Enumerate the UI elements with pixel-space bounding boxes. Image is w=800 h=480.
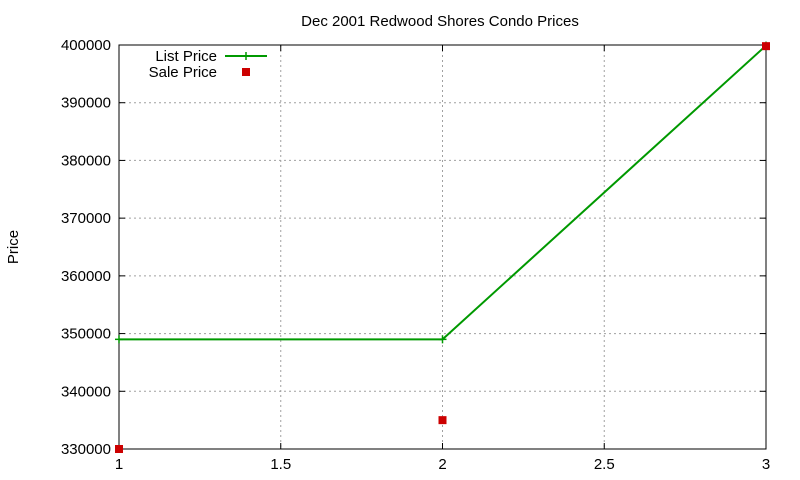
y-tick-label: 330000 bbox=[61, 441, 111, 458]
grid bbox=[118, 44, 767, 450]
sale-price-point bbox=[115, 445, 123, 453]
list-price-point bbox=[115, 335, 123, 344]
x-tick-label: 2 bbox=[438, 456, 446, 473]
y-tick-label: 340000 bbox=[61, 383, 111, 400]
y-tick-label: 370000 bbox=[61, 210, 111, 227]
y-tick-label: 360000 bbox=[61, 268, 111, 285]
legend-marker-sale-price bbox=[242, 68, 250, 76]
x-tick-label: 1.5 bbox=[270, 456, 291, 473]
chart-title: Dec 2001 Redwood Shores Condo Prices bbox=[301, 13, 579, 30]
x-tick-label: 3 bbox=[762, 456, 770, 473]
y-axis-label: Price bbox=[5, 230, 22, 264]
y-tick-label: 350000 bbox=[61, 326, 111, 343]
y-tick-label: 390000 bbox=[61, 95, 111, 112]
axes: 1 1.5 2 2.5 3 330000 340000 350000 360000 370000 3… bbox=[61, 37, 770, 473]
sale-price-point bbox=[438, 416, 447, 425]
y-tick-label: 400000 bbox=[61, 37, 111, 54]
series bbox=[115, 41, 770, 453]
legend-marker-list-price bbox=[242, 52, 250, 60]
legend-label-sale-price: Sale Price bbox=[149, 64, 217, 81]
list-price-point bbox=[438, 335, 447, 344]
y-tick-label: 380000 bbox=[61, 152, 111, 169]
legend-label-list-price: List Price bbox=[155, 48, 217, 65]
sale-price-point bbox=[762, 42, 770, 51]
x-tick-label: 2.5 bbox=[594, 456, 615, 473]
x-tick-label: 1 bbox=[115, 456, 123, 473]
